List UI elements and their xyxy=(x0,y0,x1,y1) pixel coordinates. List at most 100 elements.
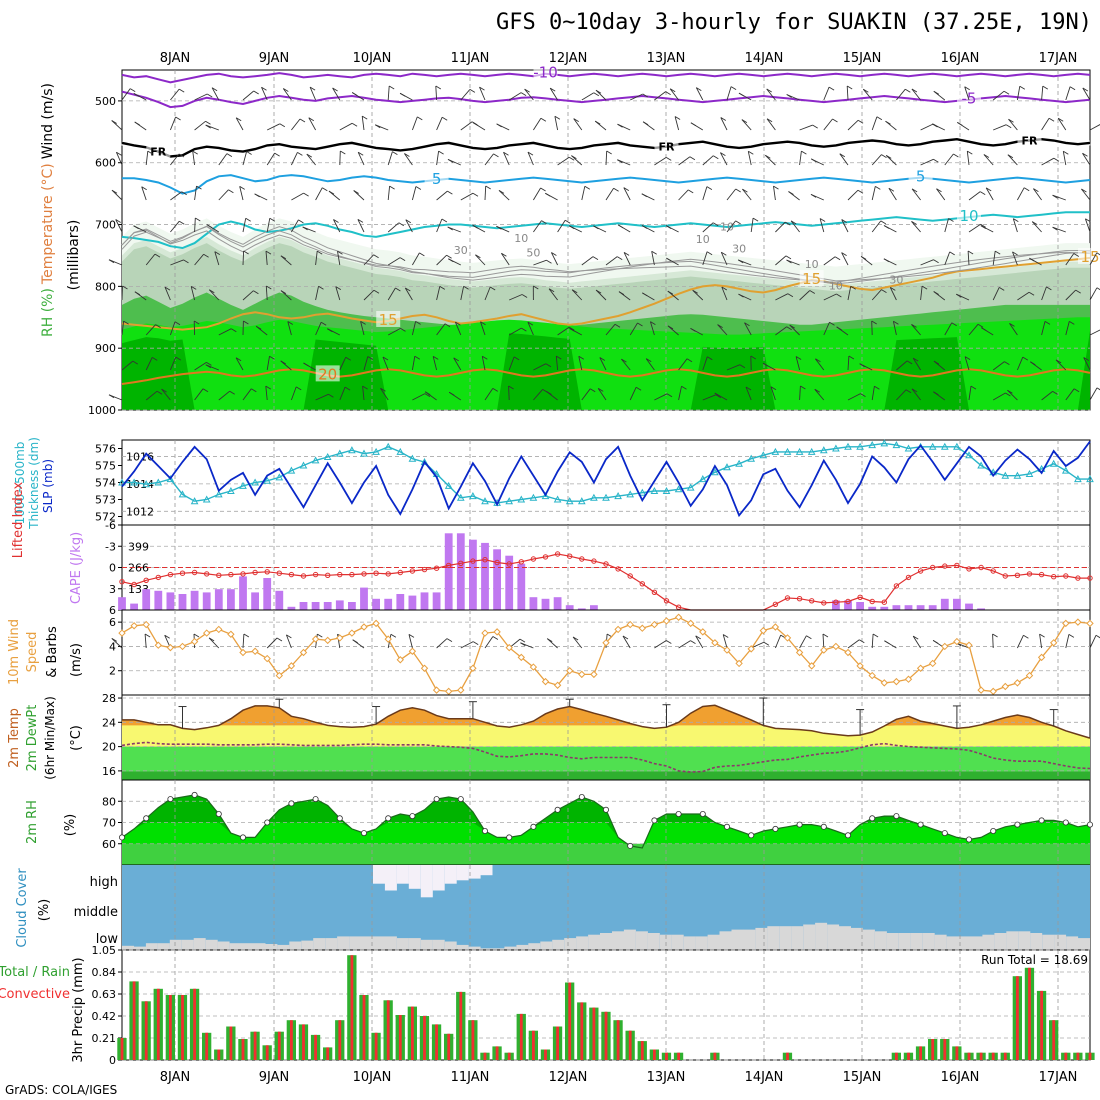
wind-barb xyxy=(1057,118,1067,131)
wind-barb xyxy=(799,151,802,166)
precip-convective-bar xyxy=(483,1052,487,1060)
wind-speed-marker xyxy=(493,628,501,636)
cloud-low-bar xyxy=(623,929,636,950)
wind-barb xyxy=(554,116,559,131)
wind-barb xyxy=(839,153,849,166)
wind-barb xyxy=(484,153,494,166)
li-marker xyxy=(494,559,500,566)
wind-barb-flag xyxy=(911,188,918,193)
rh-contour xyxy=(121,226,1091,285)
cloud-high-bar xyxy=(444,865,457,884)
thickness-marker xyxy=(771,447,780,455)
rh-marker xyxy=(941,830,948,837)
wind-speed-marker xyxy=(1013,679,1022,687)
wind-barb-flag xyxy=(1069,86,1076,91)
wind-barb-flag xyxy=(665,157,672,161)
wind-barb xyxy=(702,251,708,266)
wind-barb xyxy=(339,357,347,371)
wind-barb-flag xyxy=(192,150,198,155)
wind-barb-flag xyxy=(444,323,451,328)
wind-speed-marker xyxy=(1074,618,1082,626)
cloud-low-bar xyxy=(886,933,899,950)
li-marker xyxy=(651,589,658,595)
wind-barb xyxy=(1041,391,1053,401)
wind-barb-flag xyxy=(309,86,316,91)
li-line xyxy=(121,553,1090,611)
wind-barb xyxy=(896,88,906,101)
y-tick-label: 2 xyxy=(109,665,116,678)
wind-barb xyxy=(702,394,716,401)
thickness-marker xyxy=(456,493,465,501)
wind-barb-flag xyxy=(977,323,984,328)
rh-contour-label: 30 xyxy=(732,242,746,255)
rh-marker xyxy=(966,836,973,843)
wind-speed-marker xyxy=(807,662,816,670)
wind-barb-flag xyxy=(874,385,880,390)
wind-barb-flag xyxy=(352,639,358,644)
wind-barb xyxy=(170,191,182,201)
thickness-marker xyxy=(166,475,175,483)
wind-barb-flag xyxy=(623,187,630,191)
wind-barb-flag xyxy=(108,394,115,399)
wind-barb-flag xyxy=(303,192,309,197)
top-date-label: 12JAN xyxy=(549,51,588,66)
wind-barb-flag xyxy=(742,188,748,193)
contour-label: 5 xyxy=(432,170,442,188)
wind-barb xyxy=(720,117,728,131)
precip-convective-bar xyxy=(943,1039,947,1060)
rh-contour-label: 10 xyxy=(829,279,843,292)
precip-tick-label: 0.84 xyxy=(92,966,117,979)
wind-barb xyxy=(623,252,631,266)
wind-barb xyxy=(557,156,570,166)
cloud-low-bar xyxy=(910,933,923,950)
precip-convective-bar xyxy=(277,1031,281,1060)
rh-marker xyxy=(481,828,488,835)
wind-speed-marker xyxy=(408,647,417,655)
cape-bar xyxy=(904,605,913,610)
wind-barb-flag xyxy=(193,633,200,638)
wind-barb xyxy=(508,385,510,401)
wind-barb xyxy=(509,294,523,301)
wind-barb xyxy=(1081,188,1091,201)
wind-barb xyxy=(242,151,248,166)
cape-bar xyxy=(529,597,538,610)
wind-barb-flag xyxy=(1044,321,1051,325)
y-axis-label-part: 3hr Precip (mm) xyxy=(71,957,86,1062)
wind-barb-flag xyxy=(564,219,571,224)
wind-speed-marker xyxy=(166,643,175,652)
cape-bar xyxy=(565,605,574,610)
y-axis-label-part: Speed xyxy=(25,632,40,673)
precip-convective-bar xyxy=(398,1015,402,1060)
wind-barb-flag xyxy=(424,393,431,397)
wind-barb xyxy=(751,641,765,649)
wind-barb-flag xyxy=(287,321,294,325)
wind-speed-marker xyxy=(783,634,792,642)
wind-barb-flag xyxy=(839,153,846,158)
wind-barb xyxy=(1031,221,1042,233)
wind-speed-marker xyxy=(674,613,683,621)
wind-barb-flag xyxy=(846,85,853,90)
thickness-marker xyxy=(1049,459,1058,467)
wind-barb-flag xyxy=(666,257,672,262)
wind-barb xyxy=(871,154,882,166)
li-marker xyxy=(216,572,222,578)
precip-convective-bar xyxy=(507,1052,511,1060)
precip-convective-bar xyxy=(338,1020,342,1060)
wind-barb-flag xyxy=(885,120,891,125)
wind-barb xyxy=(871,633,874,649)
wind-barb-flag xyxy=(231,328,237,333)
wind-barb xyxy=(629,387,637,401)
wind-barb-flag xyxy=(1057,117,1064,122)
precip-legend-total: Total / Rain xyxy=(0,965,70,980)
wind-barb-flag xyxy=(573,118,579,122)
precip-convective-bar xyxy=(665,1052,668,1060)
wind-barb-flag xyxy=(373,289,380,294)
precip-convective-bar xyxy=(786,1052,789,1060)
wind-barb xyxy=(841,219,849,233)
wind-barb-flag xyxy=(880,220,887,225)
cloud-level-label: middle xyxy=(74,905,118,920)
wind-barb-flag xyxy=(129,88,136,92)
li-marker xyxy=(615,566,621,572)
li-marker xyxy=(530,556,537,562)
